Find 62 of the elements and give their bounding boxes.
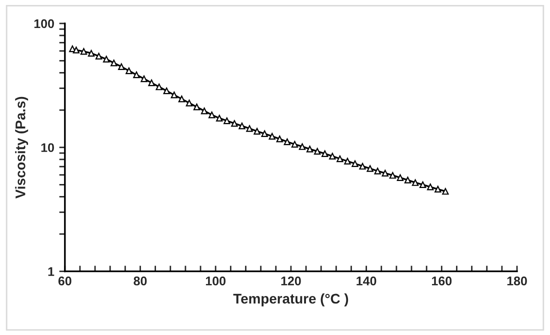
point	[246, 125, 253, 132]
point	[336, 155, 344, 162]
point	[404, 176, 412, 184]
point	[306, 146, 314, 152]
point	[110, 60, 118, 66]
point	[133, 72, 140, 78]
point	[126, 67, 132, 74]
point	[170, 92, 178, 98]
point	[88, 50, 95, 57]
point	[118, 63, 125, 70]
point	[80, 48, 88, 55]
point	[140, 75, 148, 82]
point	[396, 174, 404, 181]
x-tick-label: 100	[206, 276, 226, 286]
point	[291, 140, 298, 148]
point	[224, 117, 230, 124]
point	[238, 122, 246, 130]
point	[186, 100, 193, 106]
point	[95, 52, 102, 60]
point	[103, 56, 110, 63]
y-tick-label: 1	[48, 267, 54, 276]
point	[163, 88, 170, 94]
point	[156, 84, 162, 90]
point	[200, 108, 208, 114]
point	[419, 181, 426, 188]
point	[374, 168, 381, 174]
y-tick-label: 100	[34, 19, 54, 28]
x-tick-label: 180	[507, 276, 527, 286]
y-tick-label: 10	[41, 143, 54, 152]
point	[382, 170, 388, 176]
point	[352, 160, 358, 167]
point	[276, 136, 283, 142]
point	[284, 138, 291, 146]
point	[193, 104, 200, 110]
point	[314, 148, 321, 155]
point	[72, 46, 80, 54]
point	[268, 132, 276, 140]
point	[442, 188, 449, 195]
point	[148, 79, 155, 86]
y-axis-title: Viscosity (Pa.s)	[15, 96, 28, 199]
point	[208, 112, 216, 118]
point	[412, 179, 419, 186]
point	[216, 114, 223, 122]
point	[389, 172, 396, 179]
x-tick-label: 120	[281, 276, 301, 286]
point	[329, 152, 336, 160]
point	[178, 96, 186, 102]
point	[344, 158, 351, 164]
point	[254, 128, 260, 135]
point	[231, 120, 238, 127]
x-tick-label: 60	[58, 276, 72, 286]
x-tick-label: 160	[432, 276, 452, 286]
x-tick-label: 140	[356, 276, 376, 286]
point	[427, 184, 434, 190]
x-axis-title: Temperature (°C )	[233, 293, 348, 306]
point	[434, 186, 442, 193]
x-tick-label: 80	[134, 276, 147, 286]
point	[298, 143, 306, 150]
point	[359, 162, 366, 170]
point	[322, 150, 328, 158]
point	[261, 130, 268, 138]
point	[366, 165, 374, 172]
